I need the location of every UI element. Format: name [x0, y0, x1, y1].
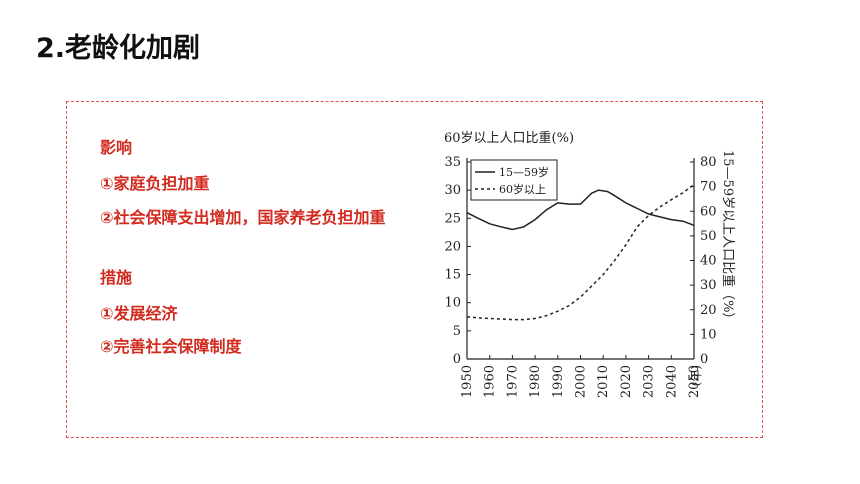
right-tick-label: 20 [700, 303, 717, 318]
series-line-1 [466, 189, 695, 231]
x-tick-label: 2000 [574, 365, 589, 398]
legend-label-2: 60岁以上 [499, 182, 546, 196]
right-tick-label: 10 [700, 327, 717, 342]
measures-item-1: ①发展经济 [100, 304, 178, 323]
left-tick-label: 15 [444, 268, 461, 283]
left-tick-label: 20 [444, 239, 461, 254]
right-tick-label: 80 [700, 155, 717, 170]
left-tick-label: 30 [444, 183, 461, 198]
measures-heading: 措施 [100, 268, 133, 287]
left-tick-label: 25 [444, 211, 461, 226]
influence-heading: 影响 [100, 138, 133, 157]
left-tick-label: 35 [444, 155, 461, 170]
left-tick-label: 5 [453, 324, 461, 339]
chart-svg: 60岁以上人口比重(%) 051015202530350102030405060… [444, 130, 736, 398]
x-tick-label: 2040 [664, 365, 679, 398]
left-tick-label: 0 [453, 352, 461, 367]
right-tick-label: 60 [700, 204, 717, 219]
right-axis-title: 15—59岁以上人口比重（%） [720, 150, 736, 325]
right-tick-label: 40 [700, 254, 717, 269]
chart-title: 60岁以上人口比重(%) [444, 130, 574, 146]
x-tick-label: 2030 [642, 365, 657, 398]
legend-box [470, 159, 558, 201]
right-tick-label: 70 [700, 180, 717, 195]
right-tick-label: 50 [700, 229, 717, 244]
page-title: 2.老龄化加剧 [36, 33, 201, 64]
x-tick-label: 2050 [687, 365, 702, 398]
legend-label-1: 15—59岁 [499, 165, 549, 179]
influence-item-1: ①家庭负担加重 [100, 174, 210, 193]
measures-item-2: ②完善社会保障制度 [100, 337, 242, 356]
population-chart: 60岁以上人口比重(%) 0 5 10 15 20 25 30 35 0 10 20 30 40 50 60… [430, 118, 750, 418]
x-tick-label: 2010 [596, 365, 611, 398]
x-tick-label: 1980 [528, 365, 543, 398]
content-panel [66, 101, 763, 438]
x-tick-label: 2020 [619, 365, 634, 398]
series-line-2 [466, 183, 695, 321]
x-tick-label: 1990 [551, 365, 566, 398]
x-tick-label: 1960 [483, 365, 498, 398]
x-unit-label: (年) [689, 365, 703, 386]
right-tick-label: 30 [700, 278, 717, 293]
left-tick-label: 10 [444, 296, 461, 311]
x-tick-label: 1950 [460, 365, 475, 398]
influence-item-2: ②社会保障支出增加，国家养老负担加重 [100, 208, 386, 227]
x-tick-label: 1970 [505, 365, 520, 398]
right-tick-label: 0 [700, 352, 708, 367]
